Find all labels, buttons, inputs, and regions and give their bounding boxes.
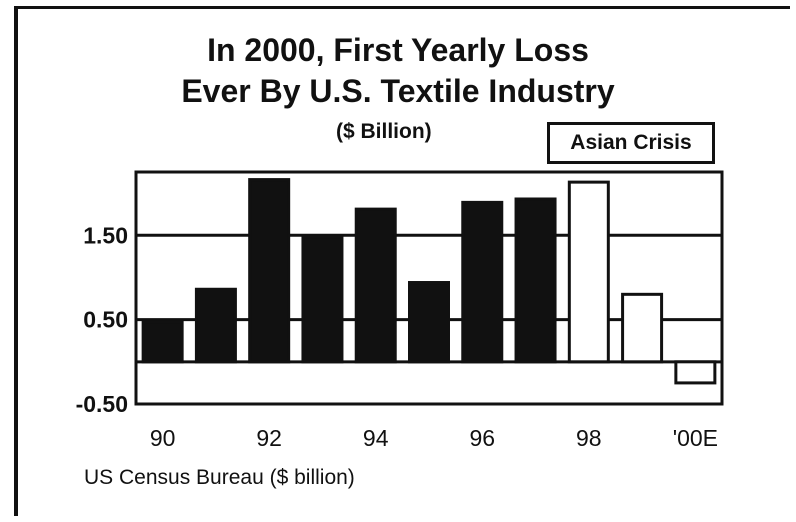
bar-94 <box>354 207 397 364</box>
chart-subtitle: ($ Billion) <box>336 120 432 143</box>
bar-95 <box>408 281 450 364</box>
bar-98 <box>567 180 610 364</box>
bar-97 <box>514 197 557 364</box>
bar-96 <box>461 200 504 364</box>
y-tick-label: 1.50 <box>83 222 128 248</box>
bar-93 <box>301 235 344 364</box>
chart-frame <box>14 6 790 516</box>
bar-'00E <box>674 360 717 385</box>
y-tick-label: -0.50 <box>76 391 128 417</box>
x-tick-label: '00E <box>673 425 718 451</box>
source-note: US Census Bureau ($ billion) <box>84 466 355 489</box>
bar-99 <box>621 292 664 364</box>
x-tick-label: 94 <box>363 425 389 451</box>
bar-90 <box>141 320 184 364</box>
x-tick-label: 90 <box>150 425 176 451</box>
asian-crisis-annotation: Asian Crisis <box>547 122 715 164</box>
x-tick-label: 92 <box>256 425 282 451</box>
chart-title-line-1: In 2000, First Yearly Loss <box>207 32 589 68</box>
chart-title-line-2: Ever By U.S. Textile Industry <box>181 73 615 109</box>
y-tick-label: 0.50 <box>83 307 128 333</box>
bar-91 <box>194 287 237 364</box>
x-tick-label: 98 <box>576 425 602 451</box>
bar-92 <box>248 178 291 364</box>
x-tick-label: 96 <box>469 425 495 451</box>
